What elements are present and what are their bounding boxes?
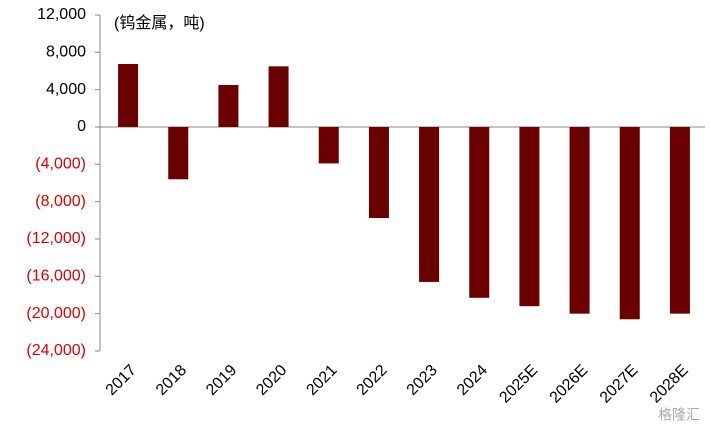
bar xyxy=(318,127,339,164)
x-tick-label: 2018 xyxy=(153,362,190,399)
bar xyxy=(268,66,289,127)
x-tick-label: 2017 xyxy=(103,362,140,399)
annotation: (钨金属，吨) xyxy=(114,14,205,32)
bar xyxy=(469,127,490,298)
bar xyxy=(118,64,139,127)
bar xyxy=(519,127,540,307)
bar xyxy=(368,127,389,218)
y-tick-label: 12,000 xyxy=(37,6,86,23)
x-tick-label: 2027E xyxy=(597,362,642,407)
y-tick-label: 4,000 xyxy=(46,81,86,98)
y-tick-label: (16,000) xyxy=(26,268,86,285)
y-tick-label: (12,000) xyxy=(26,230,86,247)
y-tick-label: (24,000) xyxy=(26,342,86,359)
y-tick-label: (20,000) xyxy=(26,305,86,322)
x-tick-label: 2025E xyxy=(496,362,541,407)
bar xyxy=(669,127,690,314)
y-tick-label: (4,000) xyxy=(35,156,86,173)
bar xyxy=(168,127,189,180)
y-tick-label: 0 xyxy=(77,118,86,135)
bar xyxy=(218,85,239,127)
x-tick-label: 2024 xyxy=(454,362,491,399)
bar xyxy=(619,127,640,320)
y-tick-label: (8,000) xyxy=(35,193,86,210)
y-tick-label: 8,000 xyxy=(46,44,86,61)
x-tick-label: 2021 xyxy=(303,362,340,399)
x-tick-label: 2026E xyxy=(547,362,592,407)
bar xyxy=(569,127,590,314)
x-tick-label: 2019 xyxy=(203,362,240,399)
x-tick-label: 2023 xyxy=(404,362,441,399)
x-tick-label: 2022 xyxy=(354,362,391,399)
x-tick-label: 2020 xyxy=(253,362,290,399)
watermark: 格隆汇 xyxy=(658,407,700,423)
bar xyxy=(419,127,440,282)
x-tick-label: 2028E xyxy=(647,362,692,407)
